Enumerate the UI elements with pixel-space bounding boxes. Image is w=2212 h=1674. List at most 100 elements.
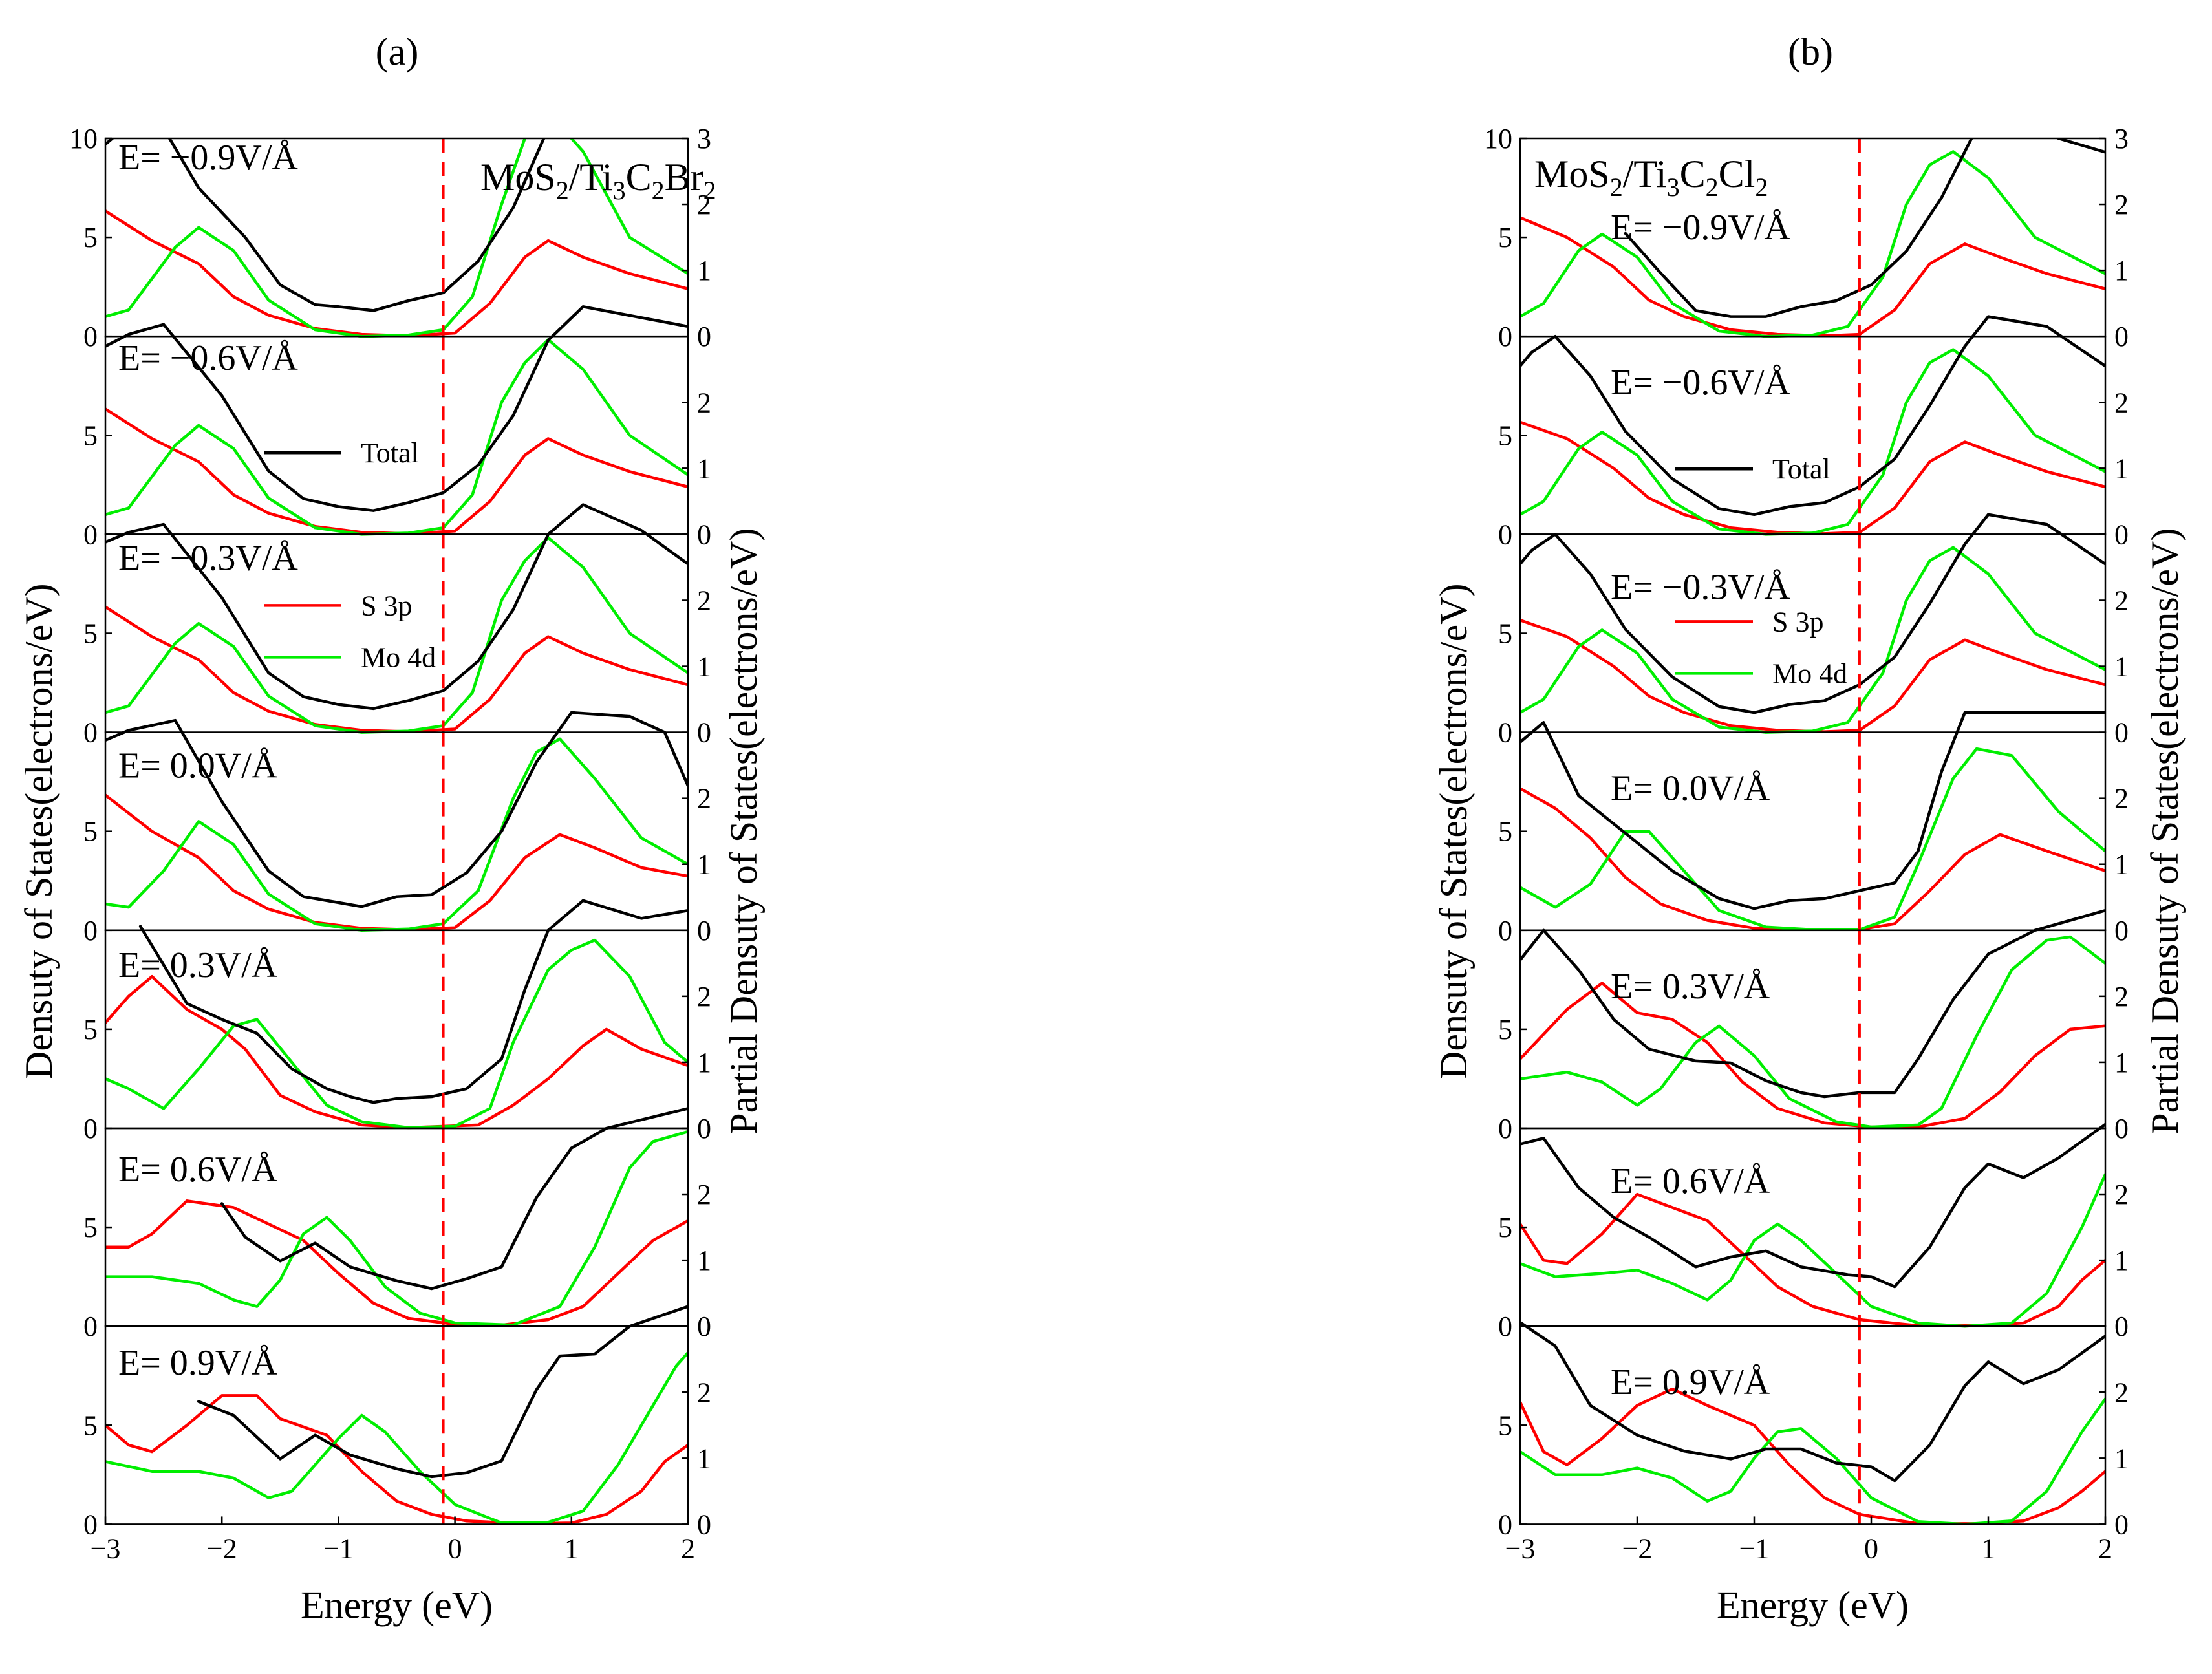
- right-tick-label: 2: [2114, 189, 2129, 220]
- right-tick-label: 2: [697, 981, 711, 1013]
- left-tick-label: 0: [83, 1311, 98, 1342]
- right-tick-label: 2: [2114, 981, 2129, 1013]
- right-tick-label: 1: [697, 453, 711, 484]
- s3p-series-line: [1520, 1192, 2105, 1327]
- left-tick-label: 5: [83, 1410, 98, 1441]
- right-tick-label: 1: [697, 1245, 711, 1276]
- right-tick-label: 0: [697, 1508, 711, 1540]
- left-tick-label: 5: [1498, 222, 1512, 253]
- right-tick-label: 1: [697, 255, 711, 286]
- s3p-series-line: [105, 974, 688, 1130]
- subplot: [1520, 1122, 2105, 1328]
- right-tick-label: 0: [2114, 915, 2129, 947]
- left-tick-label: 0: [1498, 1113, 1512, 1144]
- left-tick-label: 0: [83, 321, 98, 352]
- material-label: MoS2/Ti3C2Cl2: [1534, 153, 1768, 202]
- left-y-axis-title: Densuty of States(electrons/eV): [1432, 583, 1475, 1078]
- material-subscript: 2: [703, 176, 716, 205]
- left-tick-label: 0: [1498, 321, 1512, 352]
- material-text: /Ti: [1623, 153, 1667, 195]
- right-tick-label: 2: [2114, 387, 2129, 418]
- mo4d-series-line: [105, 737, 688, 932]
- right-tick-label: 1: [2114, 453, 2129, 484]
- left-tick-label: 0: [1498, 1508, 1512, 1540]
- legend-s3p-label: S 3p: [361, 590, 412, 621]
- left-tick-label: 0: [1498, 1311, 1512, 1342]
- right-tick-label: 0: [697, 1113, 711, 1144]
- mo4d-series-line: [105, 536, 688, 734]
- field-label: E= 0.0V/Å: [118, 746, 278, 786]
- right-tick-label: 0: [2114, 519, 2129, 550]
- legend-mo4d-label: Mo 4d: [1772, 658, 1847, 689]
- left-tick-label: 5: [1498, 1014, 1512, 1046]
- total-series-line: [138, 899, 688, 1104]
- left-tick-label: 5: [83, 618, 98, 650]
- s3p-series-line: [105, 1199, 688, 1327]
- left-tick-label: 5: [83, 816, 98, 848]
- legend-total-label: Total: [1772, 453, 1831, 485]
- subplot-frame: [1519, 1325, 2107, 1525]
- s3p-series-line: [105, 407, 688, 535]
- left-tick-label: 5: [83, 222, 98, 253]
- s3p-series-line: [105, 1394, 688, 1525]
- right-tick-label: 2: [697, 783, 711, 815]
- legend-mo4d-label: Mo 4d: [361, 641, 436, 673]
- field-label: E= −0.3V/Å: [1611, 567, 1790, 607]
- field-label: E= 0.9V/Å: [1611, 1362, 1770, 1402]
- subplot: [105, 899, 688, 1130]
- right-tick-label: 0: [697, 321, 711, 352]
- left-tick-label: 0: [83, 519, 98, 550]
- left-tick-label: 5: [1498, 1212, 1512, 1243]
- material-text: MoS: [480, 156, 556, 199]
- material-subscript: 2: [1610, 173, 1623, 202]
- mo4d-series-line: [1520, 150, 2105, 338]
- material-label: MoS2/Ti3C2Br2: [480, 156, 716, 205]
- mo4d-series-line: [1520, 1397, 2105, 1525]
- s3p-series-line: [1520, 216, 2105, 338]
- field-label: E= 0.9V/Å: [118, 1343, 278, 1383]
- right-tick-label: 0: [697, 1311, 711, 1342]
- right-tick-label: 2: [2114, 585, 2129, 616]
- left-tick-label: 5: [83, 1212, 98, 1243]
- mo4d-series-line: [105, 1351, 688, 1525]
- right-tick-label: 1: [2114, 1245, 2129, 1276]
- total-series-line: [105, 138, 546, 312]
- right-tick-label: 0: [2114, 1113, 2129, 1144]
- left-tick-label: 0: [1498, 915, 1512, 947]
- right-tick-label: 0: [697, 915, 711, 947]
- subplot: [105, 138, 688, 338]
- x-tick-label: 1: [1981, 1532, 1995, 1564]
- mo4d-series-line: [1520, 747, 2105, 932]
- right-tick-label: 2: [697, 387, 711, 418]
- material-text: /Ti: [569, 156, 613, 199]
- x-tick-label: 1: [564, 1532, 579, 1564]
- right-tick-label: 0: [2114, 321, 2129, 352]
- mo4d-series-line: [1520, 546, 2105, 734]
- right-tick-label: 2: [2114, 1179, 2129, 1210]
- s3p-series-line: [105, 209, 688, 338]
- subplot: [1520, 908, 2105, 1129]
- material-text: Br: [665, 156, 703, 199]
- total-series-line: [105, 711, 688, 908]
- right-y-axis-title: Partial Densuty of States(electrons/eV): [2143, 528, 2186, 1135]
- mo4d-series-line: [1520, 1173, 2105, 1328]
- field-label: E= −0.9V/Å: [118, 138, 298, 178]
- material-subscript: 2: [1755, 173, 1768, 202]
- right-tick-label: 2: [697, 1179, 711, 1210]
- total-series-line: [1520, 908, 2105, 1099]
- subplot: [1520, 138, 2105, 338]
- material-text: Cl: [1719, 153, 1756, 195]
- x-axis-title: Energy (eV): [1717, 1583, 1909, 1626]
- right-tick-label: 2: [697, 1377, 711, 1408]
- left-tick-label: 0: [1498, 519, 1512, 550]
- right-tick-label: 1: [697, 1047, 711, 1078]
- left-tick-label: 0: [83, 717, 98, 749]
- field-label: E= −0.6V/Å: [118, 338, 298, 378]
- material-subscript: 2: [1706, 173, 1719, 202]
- right-tick-label: 0: [2114, 1508, 2129, 1540]
- left-tick-label: 5: [83, 1014, 98, 1046]
- subplot: [1520, 711, 2105, 932]
- right-tick-label: 1: [697, 1443, 711, 1474]
- left-tick-label: 5: [1498, 816, 1512, 848]
- left-tick-label: 10: [69, 123, 98, 155]
